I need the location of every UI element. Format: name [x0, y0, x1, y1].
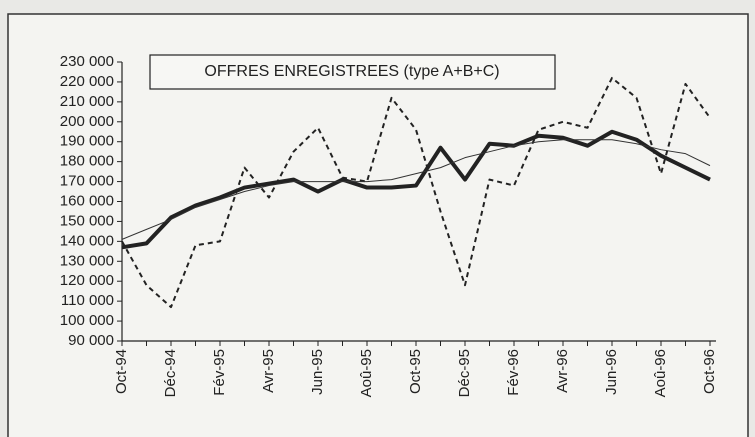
y-tick-label: 150 000 [60, 212, 114, 229]
x-tick-label: Avr-96 [554, 349, 571, 393]
x-tick-label: Fév-95 [211, 349, 228, 396]
x-tick-label: Jun-95 [309, 349, 326, 395]
series-line [121, 76, 711, 309]
x-tick-label: Déc-94 [162, 349, 179, 397]
series-line [121, 139, 711, 240]
y-tick-label: 140 000 [60, 232, 114, 249]
y-tick-label: 170 000 [60, 173, 114, 190]
x-tick-label: Jun-96 [603, 349, 620, 395]
chart-title: OFFRES ENREGISTREES (type A+B+C) [204, 63, 499, 80]
x-tick-label: Aoû-95 [358, 349, 375, 397]
x-tick-label: Oct-96 [701, 349, 718, 394]
x-tick-label: Oct-94 [113, 349, 130, 394]
y-tick-label: 130 000 [60, 252, 114, 269]
x-tick-label: Aoû-96 [652, 349, 669, 397]
y-tick-label: 160 000 [60, 192, 114, 209]
title-box [149, 54, 556, 90]
series-line [121, 129, 711, 250]
x-tick-label: Oct-95 [407, 349, 424, 394]
y-tick-label: 220 000 [60, 73, 114, 90]
y-tick-label: 190 000 [60, 133, 114, 150]
y-tick-label: 210 000 [60, 93, 114, 110]
y-tick-label: 110 000 [61, 292, 114, 309]
x-tick-label: Déc-95 [456, 349, 473, 397]
y-tick-label: 180 000 [60, 153, 114, 170]
y-tick-label: 90 000 [68, 332, 114, 349]
y-tick-label: 120 000 [60, 272, 114, 289]
y-tick-label: 230 000 [60, 53, 114, 70]
y-tick-label: 200 000 [60, 113, 114, 130]
x-tick-label: Avr-95 [260, 349, 277, 393]
x-tick-label: Fév-96 [505, 349, 522, 396]
y-tick-label: 100 000 [60, 312, 114, 329]
